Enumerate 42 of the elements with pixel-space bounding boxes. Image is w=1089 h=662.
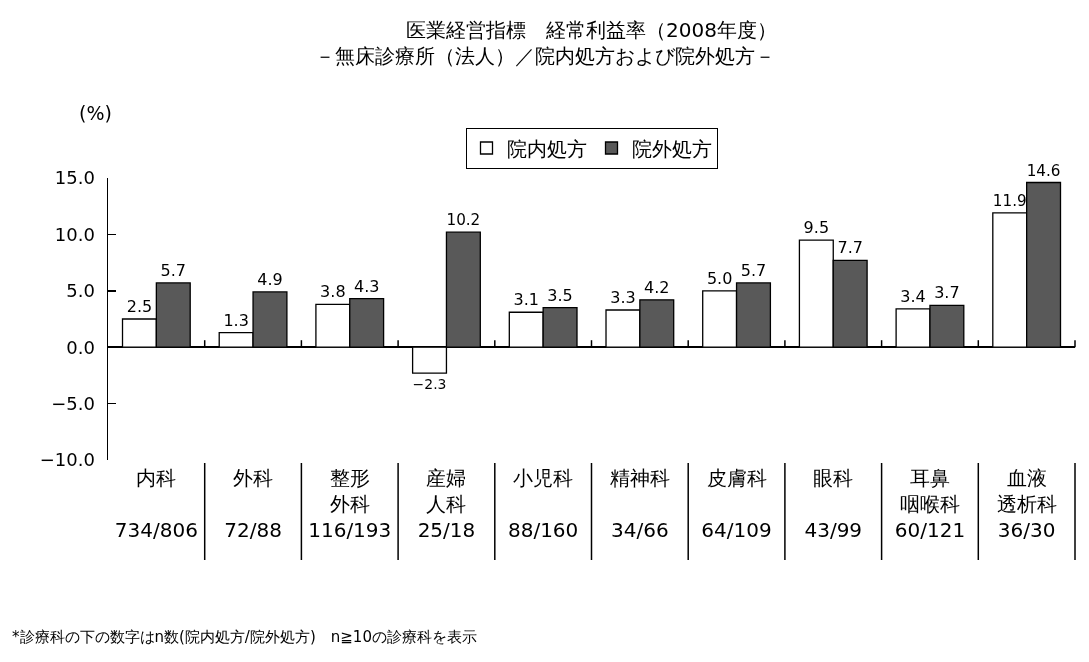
data-label: 11.9: [992, 192, 1027, 211]
x-tick-label: 血液透析科 36/30: [996, 466, 1057, 542]
data-label: 14.6: [1026, 161, 1061, 180]
data-label: 3.4: [900, 286, 926, 306]
data-label: 5.7: [160, 260, 186, 280]
x-tick-label: 産婦人科 25/18: [417, 466, 476, 542]
category-label: 外科 72/88: [224, 466, 282, 542]
y-tick-label: 10.0: [54, 223, 95, 245]
y-tick-label: −10.0: [39, 449, 95, 471]
data-label: 5.7: [740, 260, 767, 280]
data-label: 3.8: [320, 282, 346, 302]
category-label: 精神科 34/66: [609, 466, 670, 542]
x-tick-label: 耳鼻咽喉科 60/121: [894, 466, 966, 542]
y-axis-title: (%): [79, 102, 112, 124]
y-tick-label: −5.0: [51, 392, 95, 414]
data-label: 3.5: [547, 285, 573, 305]
data-label: −2.3: [412, 376, 447, 393]
category-label: 内科 734/806: [114, 466, 198, 542]
x-tick-label: 整形外科 116/193: [308, 466, 392, 542]
data-label: 5.0: [706, 268, 733, 288]
data-label: 3.7: [934, 283, 960, 303]
category-label: 小児科 88/160: [507, 466, 579, 542]
legend-label: 院内処方: [506, 136, 587, 161]
data-label: 4.9: [257, 269, 283, 289]
data-label: 1.3: [223, 310, 249, 330]
data-label: 3.3: [610, 287, 636, 307]
data-label: 9.5: [803, 218, 830, 238]
text: *診療科の下の数字はn数(院内処方/院外処方) n≧10の診療科を表示: [12, 628, 477, 646]
category-label: 眼科 43/99: [804, 466, 863, 542]
chart-subtitle: －無床診療所（法人）／院内処方および院外処方－: [315, 44, 775, 68]
y-tick-label: 15.0: [54, 167, 95, 189]
category-label: 皮膚科 64/109: [701, 466, 772, 542]
data-label: 10.2: [446, 211, 481, 230]
data-label: 3.1: [513, 290, 539, 310]
data-label: 2.5: [126, 297, 153, 316]
y-tick-label: 5.0: [66, 280, 95, 302]
data-label: 7.7: [837, 238, 863, 258]
chart-title: 医業経営指標 経常利益率（2008年度）: [406, 18, 777, 42]
data-label: 4.2: [644, 277, 670, 297]
legend-label: 院外処方: [631, 136, 712, 161]
y-tick-label: 0.0: [66, 336, 95, 358]
data-label: 4.3: [353, 276, 380, 296]
